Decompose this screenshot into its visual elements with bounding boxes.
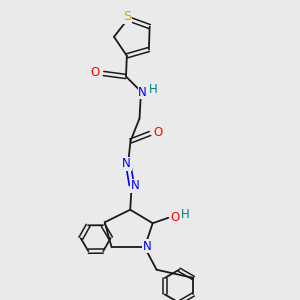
Text: N: N [142, 240, 152, 253]
Text: H: H [149, 82, 158, 96]
Text: O: O [154, 126, 163, 139]
Text: O: O [170, 211, 179, 224]
Text: N: N [138, 86, 147, 99]
Text: N: N [122, 157, 131, 170]
Text: O: O [91, 66, 100, 80]
Text: S: S [123, 10, 131, 23]
Text: N: N [131, 179, 140, 192]
Text: H: H [181, 208, 190, 221]
